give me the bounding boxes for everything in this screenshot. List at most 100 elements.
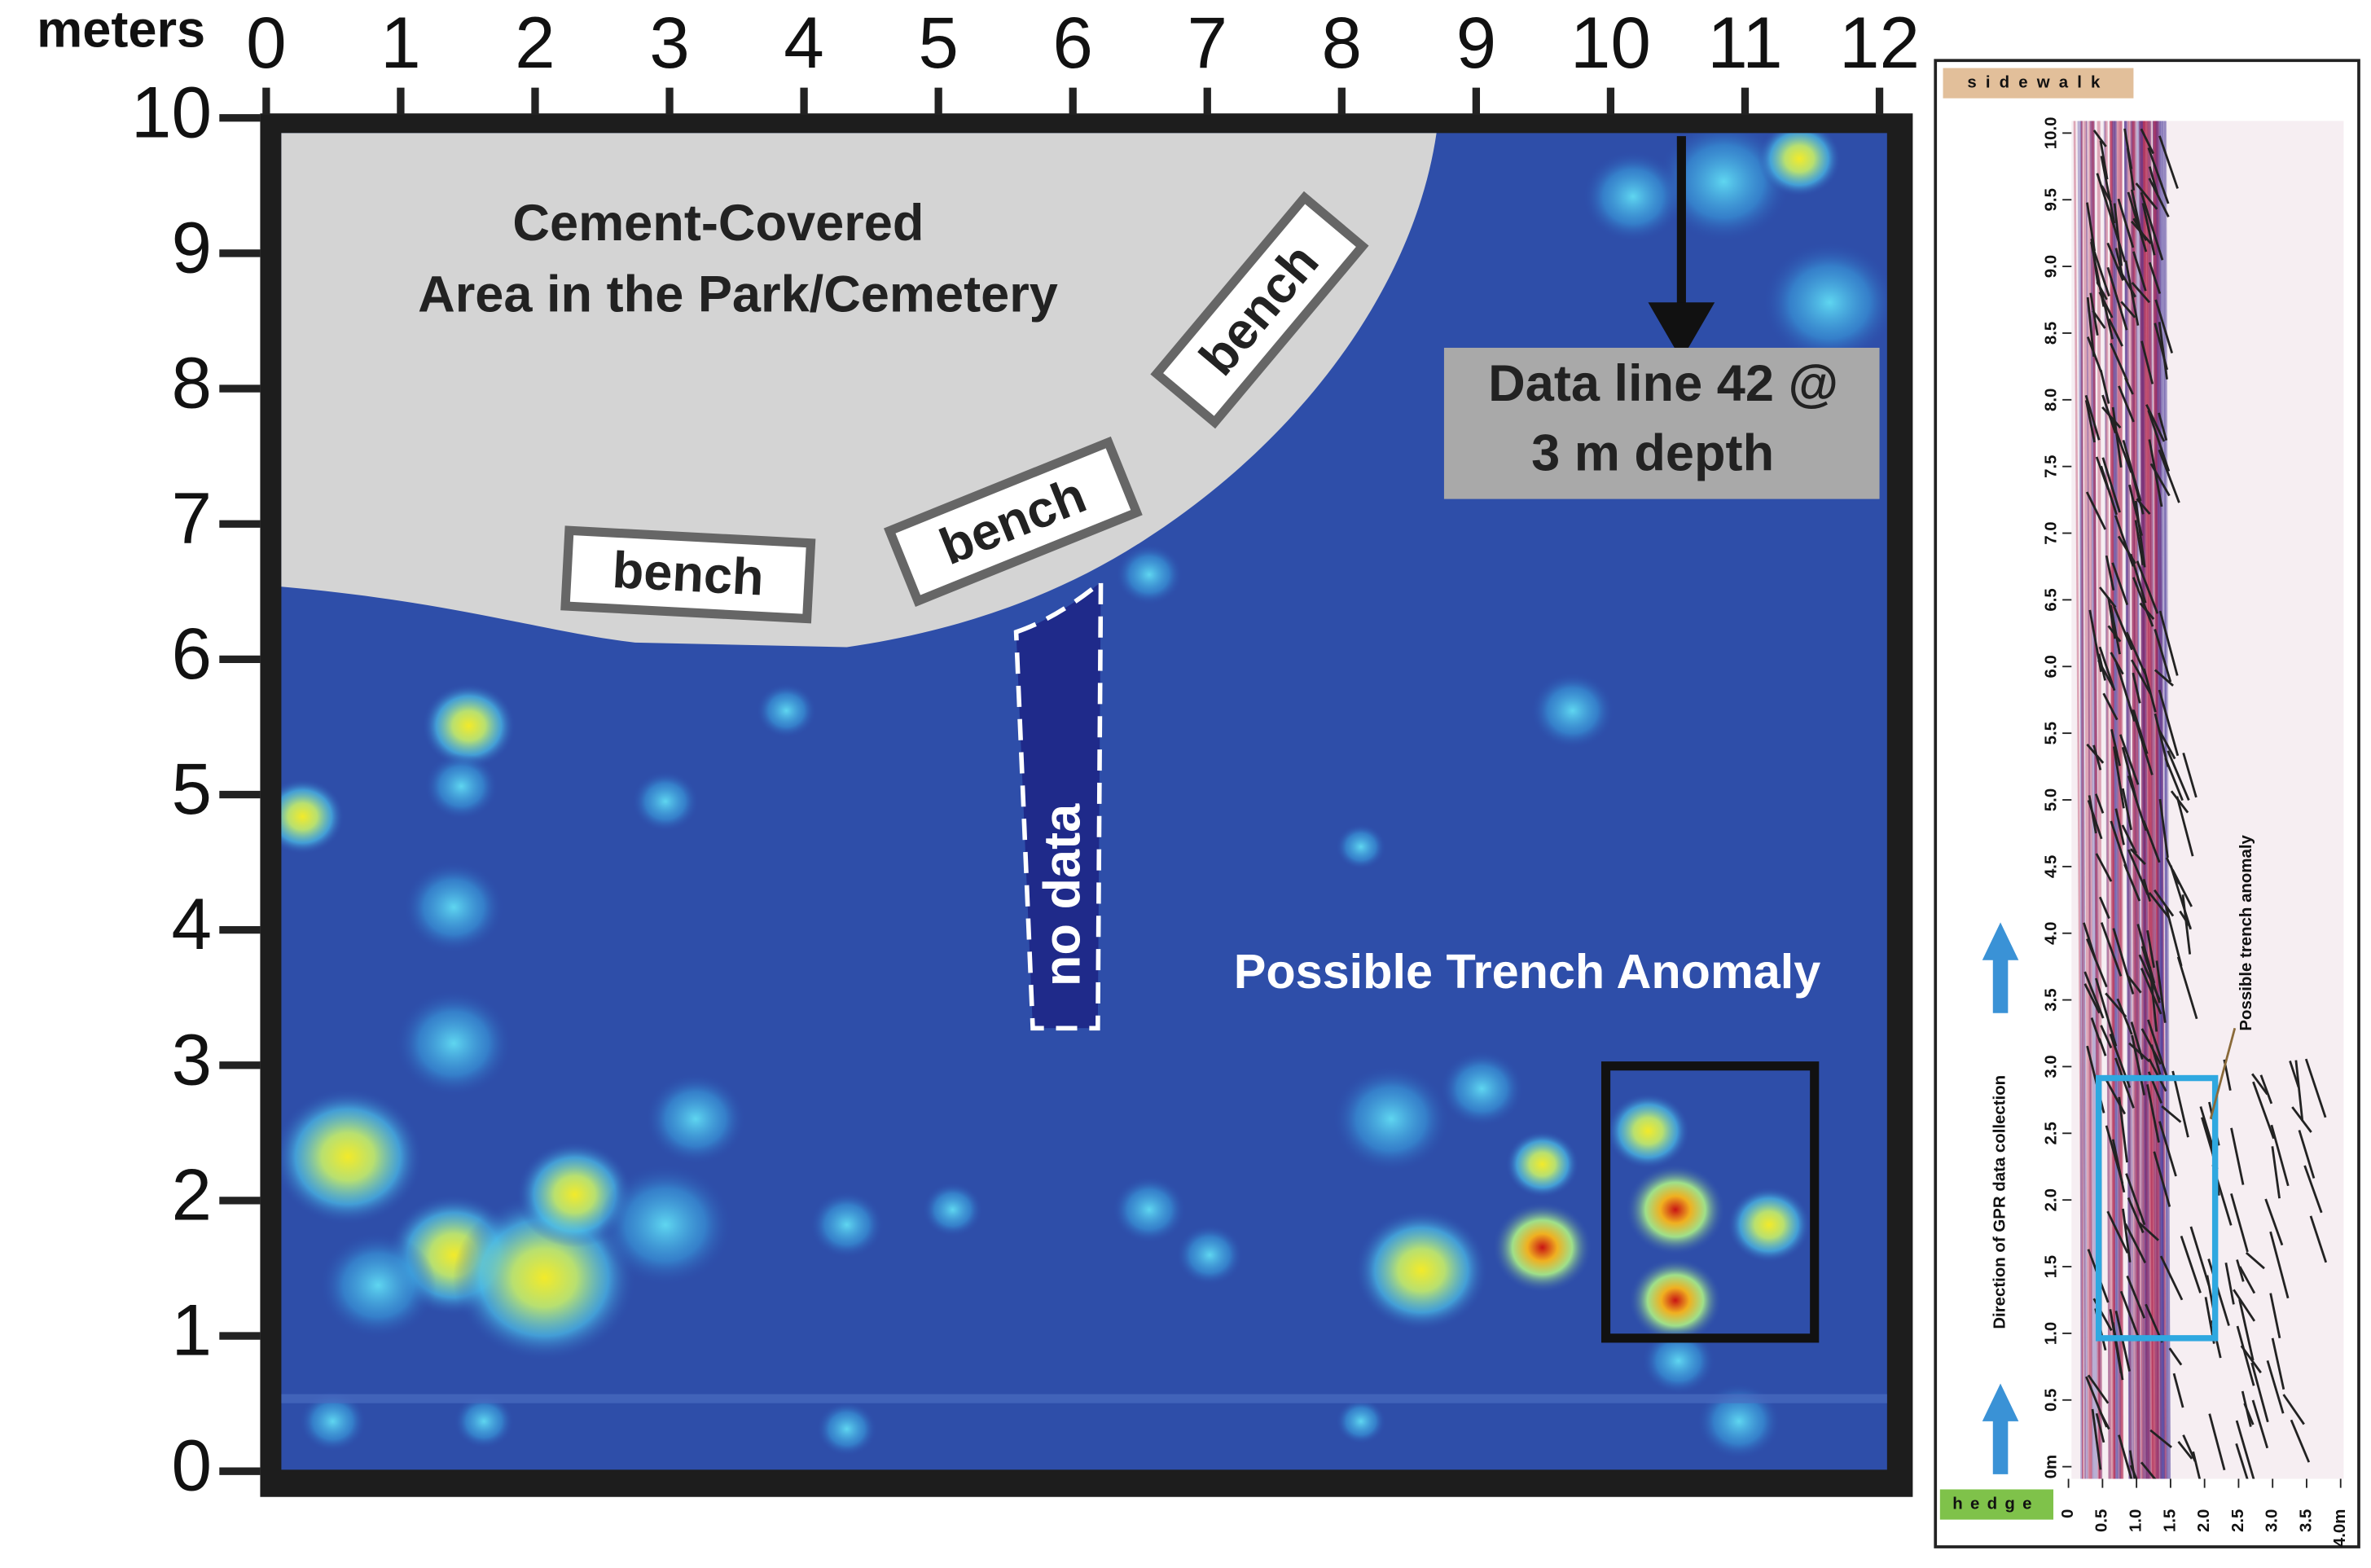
- heat-blob: [299, 1390, 367, 1452]
- reflector: [2149, 966, 2158, 1032]
- reflector: [2146, 1084, 2160, 1143]
- reflector: [2085, 1376, 2108, 1428]
- reflector: [2158, 689, 2180, 757]
- y-tick-label: 9: [171, 206, 212, 288]
- heat-blob: [922, 1182, 983, 1237]
- profile-y-tick-label: 2.5: [2043, 1122, 2061, 1144]
- heat-blob: [1641, 1327, 1715, 1395]
- reflector: [2182, 1434, 2197, 1462]
- trace: [2152, 121, 2166, 1479]
- reflector: [2148, 439, 2163, 507]
- reflector: [2147, 147, 2170, 204]
- reflector: [2136, 560, 2159, 614]
- profile-x-tick-label: 3.5: [2297, 1509, 2315, 1532]
- heat-blob: [756, 683, 817, 738]
- reflector: [2131, 709, 2154, 775]
- leader-line: [2209, 1027, 2237, 1120]
- reflector: [2269, 1293, 2281, 1339]
- reflector: [2112, 928, 2135, 995]
- reflector: [2127, 975, 2142, 994]
- data-line-label: 3 m depth: [1531, 424, 1774, 481]
- trace: [2145, 121, 2159, 1479]
- heat-blob: [1336, 1399, 1386, 1444]
- reflector: [2119, 1290, 2141, 1342]
- area-label: Cement-Covered: [512, 195, 924, 252]
- trace: [2111, 121, 2118, 1479]
- reflector: [2139, 602, 2155, 620]
- direction-arrow: [1982, 922, 2019, 1013]
- trace: [2147, 121, 2160, 1479]
- reflector: [2091, 1408, 2102, 1470]
- sidewalk-label: sidewalk: [1967, 73, 2109, 91]
- reflector: [2126, 1275, 2146, 1319]
- reflector: [2208, 1413, 2226, 1471]
- profile-y-tick-label: 5.5: [2043, 722, 2061, 744]
- reflector: [2130, 659, 2152, 695]
- reflector: [2148, 1058, 2167, 1092]
- trace: [2073, 121, 2084, 1479]
- data-line-label: Data line 42 @: [1488, 355, 1838, 412]
- reflector: [2171, 1070, 2189, 1138]
- trace: [2145, 121, 2157, 1479]
- reflector: [2117, 198, 2135, 248]
- trace: [2149, 121, 2155, 1479]
- trace: [2104, 121, 2112, 1479]
- reflector: [2087, 1374, 2110, 1404]
- heat-blob: [281, 779, 345, 854]
- trace: [2156, 121, 2167, 1479]
- reflector: [2271, 1337, 2285, 1390]
- heat-blob: [1583, 151, 1684, 243]
- reflector: [2158, 729, 2176, 760]
- trace: [2163, 121, 2168, 1479]
- x-tick-label: 3: [649, 2, 690, 83]
- heat-blob: [1727, 1187, 1811, 1263]
- reflector: [2118, 1434, 2133, 1479]
- reflector: [2155, 960, 2167, 1023]
- reflector: [2251, 1399, 2269, 1449]
- reflector: [2148, 178, 2170, 217]
- profile-y-tick-label: 9.0: [2043, 255, 2061, 278]
- heat-blob: [1606, 1093, 1690, 1169]
- reflector: [2092, 130, 2107, 147]
- reflector: [2084, 394, 2101, 441]
- reflector: [2119, 734, 2140, 785]
- reflector: [2158, 135, 2179, 189]
- reflector: [2125, 1173, 2146, 1226]
- reflector: [2189, 1226, 2211, 1286]
- profile-x-tick-label: 0.5: [2093, 1509, 2111, 1532]
- reflector: [2083, 971, 2105, 1019]
- reflector: [2250, 1362, 2269, 1423]
- reflector: [2230, 1127, 2245, 1185]
- reflector: [2102, 692, 2119, 721]
- trace: [2156, 121, 2167, 1479]
- reflector: [2149, 1429, 2172, 1448]
- profile-x-tick-label: 4.0m: [2331, 1509, 2349, 1548]
- profile-y-tick-label: 3.5: [2043, 988, 2061, 1011]
- reflector: [2230, 1193, 2249, 1253]
- profile-y-tick-label: 8.5: [2043, 322, 2061, 345]
- reflector: [2132, 672, 2141, 704]
- reflector: [2130, 1021, 2144, 1060]
- reflector: [2114, 808, 2125, 845]
- profile-y-tick-label: 5.0: [2043, 788, 2061, 811]
- heat-blob: [1625, 1164, 1726, 1255]
- reflector: [2129, 848, 2146, 865]
- anomaly-box: [1600, 1061, 1820, 1343]
- bench-box: [1150, 191, 1369, 429]
- reflector: [2100, 1025, 2113, 1049]
- trace: [2155, 121, 2159, 1479]
- reflector: [2303, 1165, 2323, 1214]
- trace: [2138, 121, 2151, 1479]
- reflector: [2172, 1373, 2184, 1408]
- area-label: Area in the Park/Cemetery: [418, 266, 1058, 323]
- no-data-label: no data: [1034, 803, 1091, 986]
- reflector: [2115, 662, 2136, 722]
- reflector: [2116, 266, 2136, 298]
- reflector: [2207, 1258, 2230, 1326]
- reflector: [2271, 1146, 2281, 1199]
- heat-blob: [1333, 1065, 1450, 1172]
- reflector: [2100, 922, 2123, 977]
- reflector: [2098, 896, 2110, 920]
